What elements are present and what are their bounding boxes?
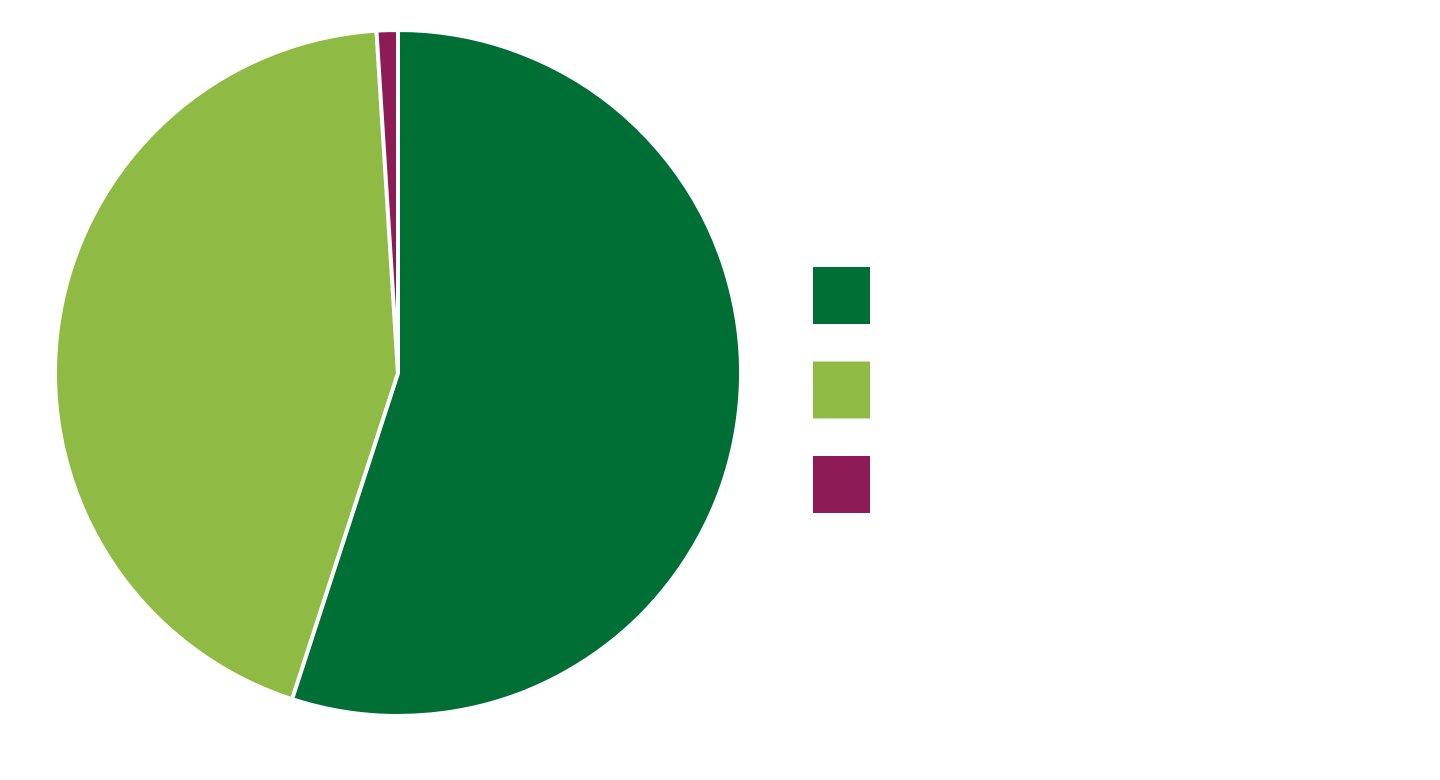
pie-slice: [53, 28, 400, 702]
pie-slice: [290, 28, 744, 718]
pie-slice: [374, 28, 400, 375]
legend-swatch: [813, 456, 870, 513]
legend-swatch: [813, 267, 870, 324]
legend-swatch: [813, 361, 870, 419]
